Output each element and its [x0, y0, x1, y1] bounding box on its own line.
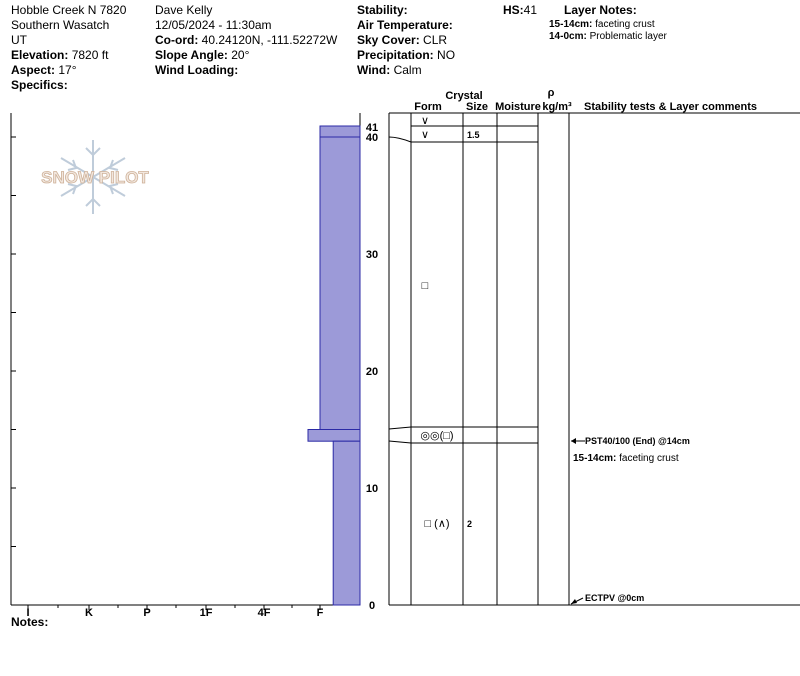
snowpilot-wordmark: SNOW PILOT [41, 168, 149, 187]
stability-comments-header: Stability tests & Layer comments [584, 101, 757, 113]
precip-label: Precipitation: [357, 48, 434, 62]
layer-comment-text: faceting crust [616, 453, 678, 464]
notes-label: Notes: [11, 615, 49, 629]
precip-row: Precipitation: NO [357, 48, 455, 63]
slope-value: 20° [231, 48, 250, 62]
layer-note-item: 15-14cm: faceting crust [549, 19, 667, 31]
sky-label: Sky Cover: [357, 33, 420, 47]
observer-name: Dave Kelly [155, 3, 213, 17]
stability-label: Stability: [357, 3, 408, 17]
hardness-bar [307, 429, 361, 442]
grain-size: 2 [467, 519, 472, 529]
header-location-block: Hobble Creek N 7820 Southern Wasatch UT … [11, 3, 126, 93]
hardness-bar [319, 125, 361, 138]
specifics-label: Specifics: [11, 78, 68, 92]
hardness-tick-label: I [26, 607, 29, 619]
layer-comment: 15-14cm: faceting crust [573, 453, 679, 464]
hs-label: HS: [503, 3, 524, 17]
grain-form-symbol: □ [422, 280, 429, 292]
hardness-tick-label: P [143, 607, 150, 619]
snowpilot-logo: SNOW PILOT [41, 140, 150, 214]
hs-row: HS:41 [503, 3, 537, 18]
layer-rows: ∨ ∨ 1.5 □ ◎◎(□) □ (∧) 2 [388, 115, 538, 530]
hardness-bar [332, 440, 361, 606]
test-arrowhead [571, 599, 577, 604]
grain-form-symbol: ∨ [421, 129, 429, 141]
grain-size: 1.5 [467, 130, 480, 140]
observation-datetime: 12/05/2024 - 11:30am [155, 18, 272, 32]
density-symbol: ρ [548, 87, 555, 99]
coord-row: Co-ord: 40.24120N, -111.52272W [155, 33, 337, 48]
hs-value: 41 [523, 3, 538, 17]
depth-tick-label: 30 [366, 249, 378, 261]
form-header: Form [414, 101, 442, 113]
layer-note-range: 15-14cm: [549, 19, 593, 30]
elevation-row: Elevation: 7820 ft [11, 48, 126, 63]
slope-label: Slope Angle: [155, 48, 228, 62]
grain-form-symbol: □ (∧) [424, 518, 449, 530]
crystal-header: Crystal [445, 90, 482, 102]
layer-notes-list: 15-14cm: faceting crust 14-0cm: Problema… [549, 19, 667, 43]
hardness-tick-label: 4F [258, 607, 271, 619]
depth-tick-label: 41 [366, 122, 378, 134]
elevation-value: 7820 ft [71, 48, 109, 62]
wind-loading-label: Wind Loading: [155, 63, 239, 77]
depth-tick-label: 40 [366, 132, 378, 144]
layer-note-text: Problematic layer [589, 31, 667, 42]
density-unit: kg/m³ [542, 101, 572, 113]
slope-row: Slope Angle: 20° [155, 48, 337, 63]
layer-note-range: 14-0cm: [549, 31, 587, 42]
depth-tick-label: 0 [369, 600, 375, 612]
grain-form-symbol: ◎◎(□) [420, 430, 453, 442]
depth-tick-label: 10 [366, 483, 378, 495]
layer-notes-label: Layer Notes: [564, 3, 637, 17]
stability-row: Stability: [357, 3, 455, 18]
hardness-tick-label: F [317, 607, 324, 619]
header-observer-block: Dave Kelly 12/05/2024 - 11:30am Co-ord: … [155, 3, 337, 78]
grain-form-symbol: ∨ [421, 115, 429, 127]
air-temp-label: Air Temperature: [357, 18, 453, 32]
hardness-ticks: I K P 1F 4F F [26, 605, 324, 619]
coord-value: 40.24120N, -111.52272W [201, 33, 338, 47]
layer-notes-block: Layer Notes: [564, 3, 637, 18]
mountain-range: Southern Wasatch [11, 18, 110, 32]
stability-tests: PST40/100 (End) @14cm 15-14cm: faceting c… [570, 436, 690, 605]
wind-value: Calm [393, 63, 422, 77]
aspect-label: Aspect: [11, 63, 56, 77]
wind-row: Wind: Calm [357, 63, 455, 78]
hardness-tick-label: K [85, 607, 93, 619]
layer-connector [388, 136, 412, 143]
layer-comment-range: 15-14cm: [573, 453, 616, 464]
coord-label: Co-ord: [155, 33, 199, 47]
hardness-bar [319, 136, 361, 430]
precip-value: NO [437, 48, 456, 62]
moisture-header: Moisture [495, 101, 541, 113]
sky-row: Sky Cover: CLR [357, 33, 455, 48]
aspect-value: 17° [58, 63, 77, 77]
aspect-row: Aspect: 17° [11, 63, 126, 78]
test-result: PST40/100 (End) @14cm [585, 436, 690, 446]
hardness-tick-label: 1F [200, 607, 213, 619]
sky-value: CLR [423, 33, 448, 47]
layer-note-item: 14-0cm: Problematic layer [549, 31, 667, 43]
depth-tick-label: 20 [366, 366, 378, 378]
air-temp-row: Air Temperature: [357, 18, 455, 33]
header-conditions-block: Stability: Air Temperature: Sky Cover: C… [357, 3, 455, 78]
specifics-row: Specifics: [11, 78, 126, 93]
size-header: Size [466, 101, 488, 113]
hardness-bars [307, 125, 361, 606]
layer-connector [388, 426, 412, 430]
state: UT [11, 33, 27, 47]
test-arrowhead [571, 438, 576, 444]
elevation-label: Elevation: [11, 48, 69, 62]
layer-connector [388, 440, 412, 444]
snowflake-icon [60, 140, 126, 214]
location-name: Hobble Creek N 7820 [11, 3, 127, 17]
layer-note-text: faceting crust [595, 19, 655, 30]
wind-label: Wind: [357, 63, 391, 77]
wind-loading-row: Wind Loading: [155, 63, 337, 78]
test-result: ECTPV @0cm [585, 593, 644, 603]
